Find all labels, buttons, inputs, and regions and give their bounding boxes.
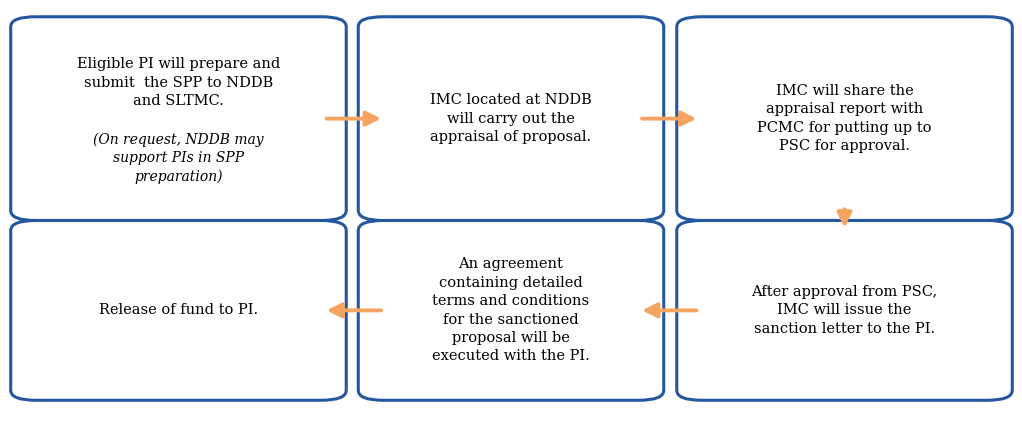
Text: (On request, NDDB may
support PIs in SPP
preparation): (On request, NDDB may support PIs in SPP… — [93, 133, 264, 184]
Text: IMC will share the
appraisal report with
PCMC for putting up to
PSC for approval: IMC will share the appraisal report with… — [757, 84, 932, 153]
FancyBboxPatch shape — [359, 17, 663, 221]
Text: IMC located at NDDB
will carry out the
appraisal of proposal.: IMC located at NDDB will carry out the a… — [430, 93, 592, 144]
Text: Eligible PI will prepare and
submit  the SPP to NDDB
and SLTMC.: Eligible PI will prepare and submit the … — [77, 57, 280, 108]
FancyBboxPatch shape — [677, 221, 1012, 400]
Text: An agreement
containing detailed
terms and conditions
for the sanctioned
proposa: An agreement containing detailed terms a… — [432, 258, 590, 363]
Text: After approval from PSC,
IMC will issue the
sanction letter to the PI.: After approval from PSC, IMC will issue … — [751, 285, 937, 336]
FancyBboxPatch shape — [677, 17, 1012, 221]
FancyBboxPatch shape — [10, 221, 346, 400]
FancyBboxPatch shape — [359, 221, 663, 400]
FancyBboxPatch shape — [10, 17, 346, 221]
Text: Release of fund to PI.: Release of fund to PI. — [99, 303, 258, 317]
